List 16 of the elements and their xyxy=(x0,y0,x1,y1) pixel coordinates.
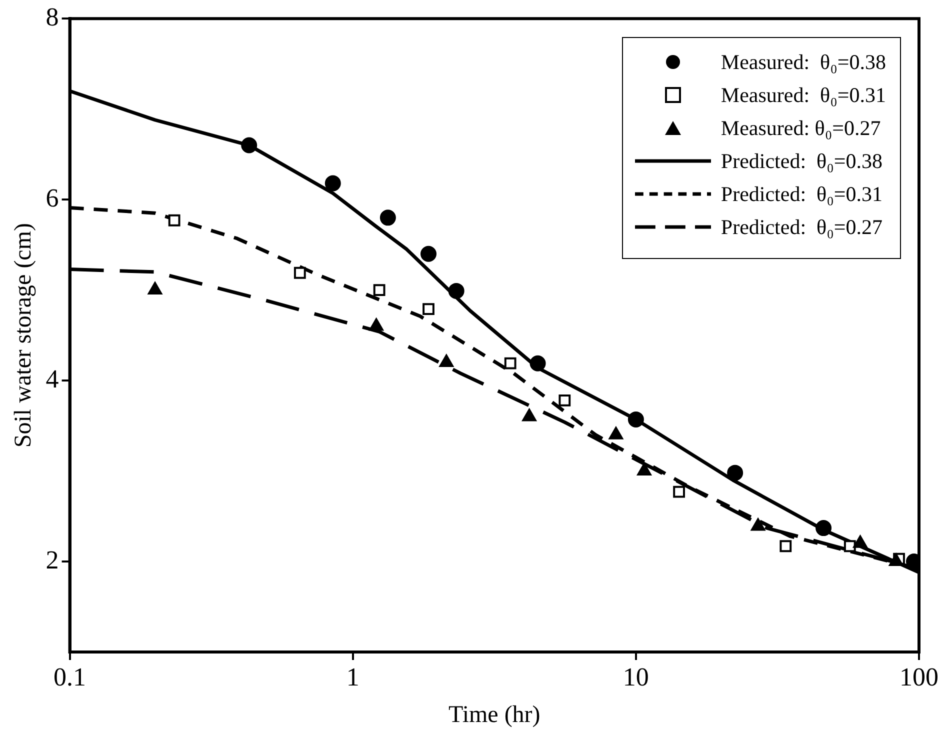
legend-label: Predicted: θ₀=0.27 xyxy=(720,214,883,240)
y-tick-label: 8 xyxy=(46,2,59,32)
x-tick-label: 1 xyxy=(346,662,360,692)
x-tick-label: 0.1 xyxy=(54,662,86,692)
y-tick-label: 2 xyxy=(46,545,59,574)
x-axis-title: Time (hr) xyxy=(448,702,540,728)
y-tick-label: 6 xyxy=(46,183,59,212)
legend-label: Predicted: θ₀=0.31 xyxy=(720,182,883,207)
x-tick-label: 100 xyxy=(900,662,938,692)
legend-label: Measured: θ₀=0.38 xyxy=(720,50,886,75)
legend-label: Measured: θ₀=0.27 xyxy=(720,116,881,141)
x-tick-label: 10 xyxy=(622,662,649,692)
legend-label: Predicted: θ₀=0.38 xyxy=(720,148,883,174)
legend-label: Measured: θ₀=0.31 xyxy=(720,82,886,108)
y-axis-title: Soil water storage (cm) xyxy=(10,223,37,448)
y-tick-label: 4 xyxy=(46,364,59,394)
